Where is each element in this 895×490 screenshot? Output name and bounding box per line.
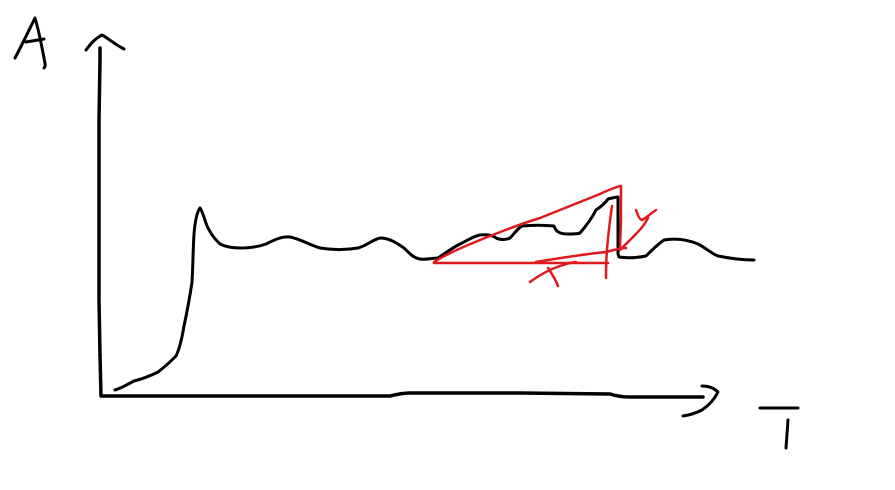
annotation-label-x: x: [528, 260, 578, 288]
signal-curve: [113, 195, 756, 392]
x-axis-label: T: [758, 406, 800, 450]
y-axis: [84, 33, 126, 357]
y-axis-label: A: [13, 16, 47, 70]
red-annotation: x y: [432, 184, 658, 288]
x-axis: [98, 353, 720, 418]
annotation-label-y: y: [618, 208, 658, 252]
